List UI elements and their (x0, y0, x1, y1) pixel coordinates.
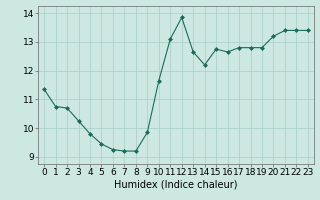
X-axis label: Humidex (Indice chaleur): Humidex (Indice chaleur) (114, 180, 238, 190)
